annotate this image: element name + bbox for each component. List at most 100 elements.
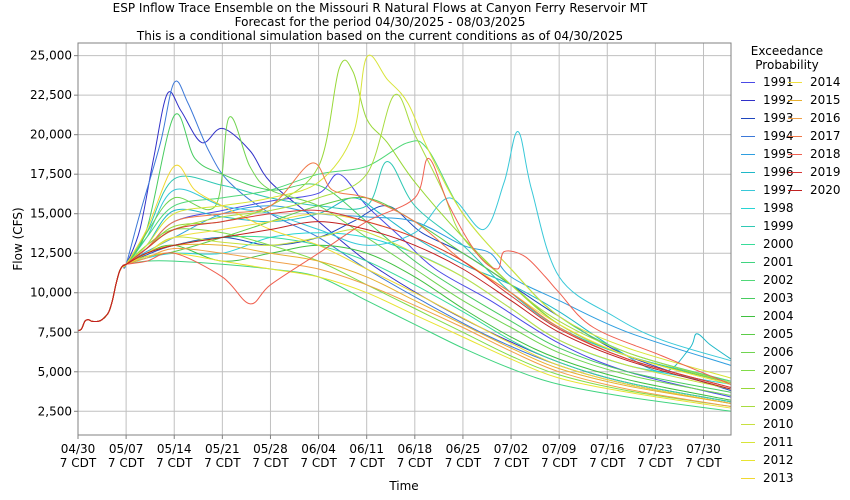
x-tick-label-time: 7 CDT xyxy=(348,456,385,470)
series-line-2020 xyxy=(77,221,732,390)
legend-label: 2019 xyxy=(810,165,841,179)
x-tick-label-time: 7 CDT xyxy=(156,456,193,470)
legend-swatch xyxy=(741,136,755,137)
chart-subtitle-conditions: This is a conditional simulation based o… xyxy=(136,29,624,43)
legend-label: 2005 xyxy=(763,327,794,341)
x-axis-label: Time xyxy=(388,479,418,493)
legend-swatch xyxy=(741,334,755,335)
legend-label: 1997 xyxy=(763,183,794,197)
x-tick-label-time: 7 CDT xyxy=(541,456,578,470)
series-lines xyxy=(77,54,732,412)
x-tick-label-date: 05/14 xyxy=(157,442,192,456)
x-tick-label-date: 07/16 xyxy=(590,442,625,456)
x-tick-label-time: 7 CDT xyxy=(445,456,482,470)
legend-swatch xyxy=(741,406,755,407)
legend-label: 2000 xyxy=(763,237,794,251)
legend-swatch xyxy=(741,352,755,353)
legend-label: 1999 xyxy=(763,219,794,233)
x-tick-label-time: 7 CDT xyxy=(300,456,337,470)
legend-label: 2018 xyxy=(810,147,841,161)
legend-swatch xyxy=(741,424,755,425)
legend-label: 1995 xyxy=(763,147,794,161)
legend-swatch xyxy=(741,82,755,83)
legend-swatch xyxy=(788,154,802,155)
legend-title-line2: Probability xyxy=(755,58,819,72)
legend-label: 2012 xyxy=(763,453,794,467)
legend-swatch xyxy=(741,262,755,263)
legend-swatch xyxy=(788,172,802,173)
legend: Exceedance Probability 1991 1992 1993 1994 1… xyxy=(735,44,847,485)
legend-swatch xyxy=(788,100,802,101)
chart-titles: ESP Inflow Trace Ensemble on the Missour… xyxy=(0,0,760,43)
y-tick-label: 25,000 xyxy=(30,49,72,63)
legend-label: 2008 xyxy=(763,381,794,395)
x-tick-label-date: 07/02 xyxy=(494,442,529,456)
legend-label: 2013 xyxy=(763,471,794,485)
chart-title: ESP Inflow Trace Ensemble on the Missour… xyxy=(112,1,648,15)
x-tick-label-date: 07/23 xyxy=(638,442,673,456)
legend-label: 1993 xyxy=(763,111,794,125)
x-tick-label-date: 07/30 xyxy=(686,442,721,456)
legend-title-line1: Exceedance xyxy=(750,44,824,58)
legend-swatch xyxy=(741,478,755,479)
legend-label: 1994 xyxy=(763,129,794,143)
y-tick-label: 12,500 xyxy=(30,246,72,260)
legend-swatch xyxy=(741,442,755,443)
x-tick-label-time: 7 CDT xyxy=(108,456,145,470)
legend-swatch xyxy=(741,370,755,371)
chart-subtitle-period: Forecast for the period 04/30/2025 - 08/… xyxy=(234,15,526,29)
legend-label: 2002 xyxy=(763,273,794,287)
legend-swatch xyxy=(741,460,755,461)
x-tick-label-date: 06/25 xyxy=(446,442,481,456)
y-tick-label: 22,500 xyxy=(30,88,72,102)
x-tick-label-time: 7 CDT xyxy=(589,456,626,470)
x-tick-label-time: 7 CDT xyxy=(252,456,289,470)
x-tick-label-time: 7 CDT xyxy=(493,456,530,470)
x-tick-label-date: 07/09 xyxy=(542,442,577,456)
legend-swatch xyxy=(741,172,755,173)
legend-swatch xyxy=(741,316,755,317)
legend-swatch xyxy=(741,208,755,209)
legend-swatch xyxy=(788,190,802,191)
x-tick-label-date: 06/11 xyxy=(349,442,384,456)
legend-swatch xyxy=(741,154,755,155)
legend-swatch xyxy=(741,100,755,101)
x-tick-label-date: 06/04 xyxy=(301,442,336,456)
y-tick-label: 20,000 xyxy=(30,128,72,142)
legend-swatch xyxy=(741,226,755,227)
legend-label: 1992 xyxy=(763,93,794,107)
legend-label: 2020 xyxy=(810,183,841,197)
y-tick-label: 10,000 xyxy=(30,286,72,300)
y-tick-label: 2,500 xyxy=(38,404,72,418)
legend-swatch xyxy=(741,388,755,389)
y-tick-label: 15,000 xyxy=(30,207,72,221)
legend-label: 1991 xyxy=(763,75,794,89)
x-tick-label-date: 06/18 xyxy=(398,442,433,456)
legend-swatch xyxy=(741,190,755,191)
legend-swatch xyxy=(741,298,755,299)
y-axis-label: Flow (CFS) xyxy=(11,207,25,270)
legend-swatch xyxy=(788,82,802,83)
legend-label: 2015 xyxy=(810,93,841,107)
legend-label: 2010 xyxy=(763,417,794,431)
legend-label: 2017 xyxy=(810,129,841,143)
legend-label: 2016 xyxy=(810,111,841,125)
legend-swatch xyxy=(788,118,802,119)
legend-label: 2007 xyxy=(763,363,794,377)
y-tick-label: 17,500 xyxy=(30,167,72,181)
legend-label: 1998 xyxy=(763,201,794,215)
legend-label: 2001 xyxy=(763,255,794,269)
x-tick-label-date: 05/28 xyxy=(253,442,288,456)
legend-title: Exceedance Probability xyxy=(727,44,847,72)
legend-label: 2011 xyxy=(763,435,794,449)
y-tick-label: 5,000 xyxy=(38,365,72,379)
legend-swatch xyxy=(741,118,755,119)
legend-swatch xyxy=(741,280,755,281)
legend-label: 2014 xyxy=(810,75,841,89)
x-tick-label-date: 04/30 xyxy=(61,442,96,456)
x-tick-label-time: 7 CDT xyxy=(204,456,241,470)
x-tick-label-time: 7 CDT xyxy=(685,456,722,470)
plot-border xyxy=(77,42,732,436)
